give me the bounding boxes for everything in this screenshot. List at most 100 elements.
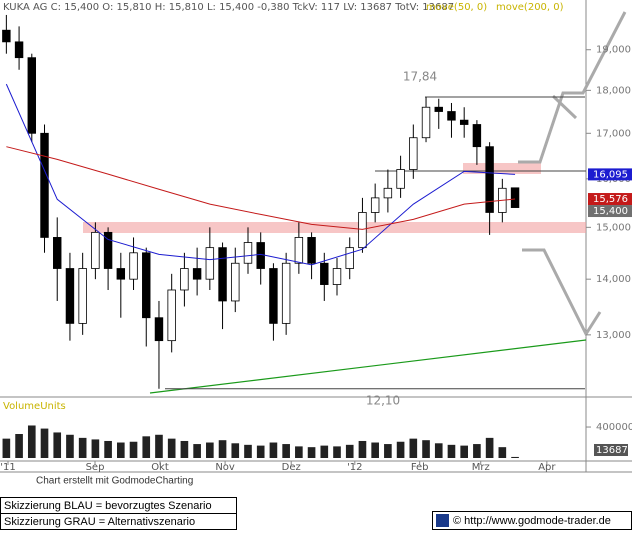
volume-bar [91,439,100,458]
volume-bar [511,456,519,458]
price-marker [588,168,632,181]
candle-body [307,237,316,264]
candle-body [281,262,291,324]
y-tick-label: 13,000 [596,330,631,341]
volume-last-label: 13687 [596,445,628,456]
candle-body [40,132,49,238]
candle-body [142,252,151,319]
candle-body [167,289,176,342]
x-tick-label: Nov [215,462,235,473]
y-tick-label: 17,000 [596,128,631,139]
candle-body [409,137,418,170]
price-label: 16,095 [593,169,628,180]
volume-bar [269,442,278,458]
volume-bar [345,444,354,458]
volume-bar [231,443,240,458]
candle-body [472,124,482,148]
candle-body [154,317,164,342]
volume-bar [460,445,468,458]
volume-bar [2,438,11,458]
candle-body [370,197,380,213]
y-tick-label: 18,000 [596,85,631,96]
volume-bar [396,441,405,458]
volume-bar [320,445,329,458]
legend-text: Skizzierung BLAU = bevorzugtes Szenario [4,500,212,512]
volume-marker [594,444,628,456]
volume-bar [282,444,290,458]
volume-bar [167,438,176,458]
candle-body [345,247,354,269]
candle-body [231,262,240,302]
volume-bar [256,445,265,458]
volume-bar [66,434,74,458]
volume-bar [409,438,418,458]
candle-body [14,41,24,59]
volume-bar [384,444,392,458]
annotation: 12,10 [366,393,400,407]
candle-body [192,268,202,280]
volume-bar [358,440,367,458]
copyright: © http://www.godmode-trader.de [453,515,611,527]
candle-body [383,187,393,199]
x-tick-label: Mrz [472,462,490,473]
x-tick-label: Dez [282,462,301,473]
candle-body [396,169,405,189]
volume-bar [142,436,151,458]
volume-bar [434,443,443,458]
candle-body [294,237,304,264]
support-zone [83,222,586,233]
candle-body [78,268,87,324]
volume-bar [180,440,189,458]
candle-body [91,231,100,269]
candle-body [510,187,520,208]
candle-body [103,231,113,269]
y-tick-label: 400000 [596,422,632,433]
volume-label: VolumeUnits [3,401,66,412]
logo [436,514,449,527]
x-tick-label: Okt [151,462,169,473]
annotation: 17,84 [403,70,437,84]
candle-body [485,146,494,213]
candle-body [205,247,215,280]
y-tick-label: 19,000 [596,45,631,56]
legend-entry: move(200, 0) [496,2,564,13]
volume-bar [53,432,62,458]
volume-bar [447,444,456,458]
candle-body [256,242,265,269]
volume-bar [193,444,201,458]
candle-body [218,247,227,302]
volume-bar [473,444,481,458]
scenario-arrow [518,11,627,164]
moving-average [6,146,516,230]
volume-bar [117,442,125,458]
candle-body [358,212,367,249]
candle-body [116,268,126,280]
volume-bar [295,446,303,458]
candle-body [243,242,253,264]
candle-body [434,106,443,112]
candle-body [332,268,342,285]
volume-bar [129,441,138,458]
moving-average [5,83,516,266]
candle-body [320,262,329,285]
candle-body [2,29,11,43]
volume-bar [422,440,430,458]
x-tick-label: '12 [347,462,362,473]
price-marker [588,205,632,218]
volume-bar [371,442,379,458]
scenario-arrow [551,94,578,120]
x-tick-label: Apr [538,462,556,473]
price-label: 15,576 [593,194,628,205]
candle-body [269,268,278,324]
candle-body [65,268,75,324]
volume-bar [40,428,49,458]
price-marker [588,193,632,206]
volume-bar [307,447,316,458]
volume-bar [206,442,214,458]
volume-bar [15,434,23,458]
x-tick-label: Feb [411,462,429,473]
volume-bar [155,434,163,458]
trend-line [149,339,587,394]
volume-bar [485,437,494,458]
